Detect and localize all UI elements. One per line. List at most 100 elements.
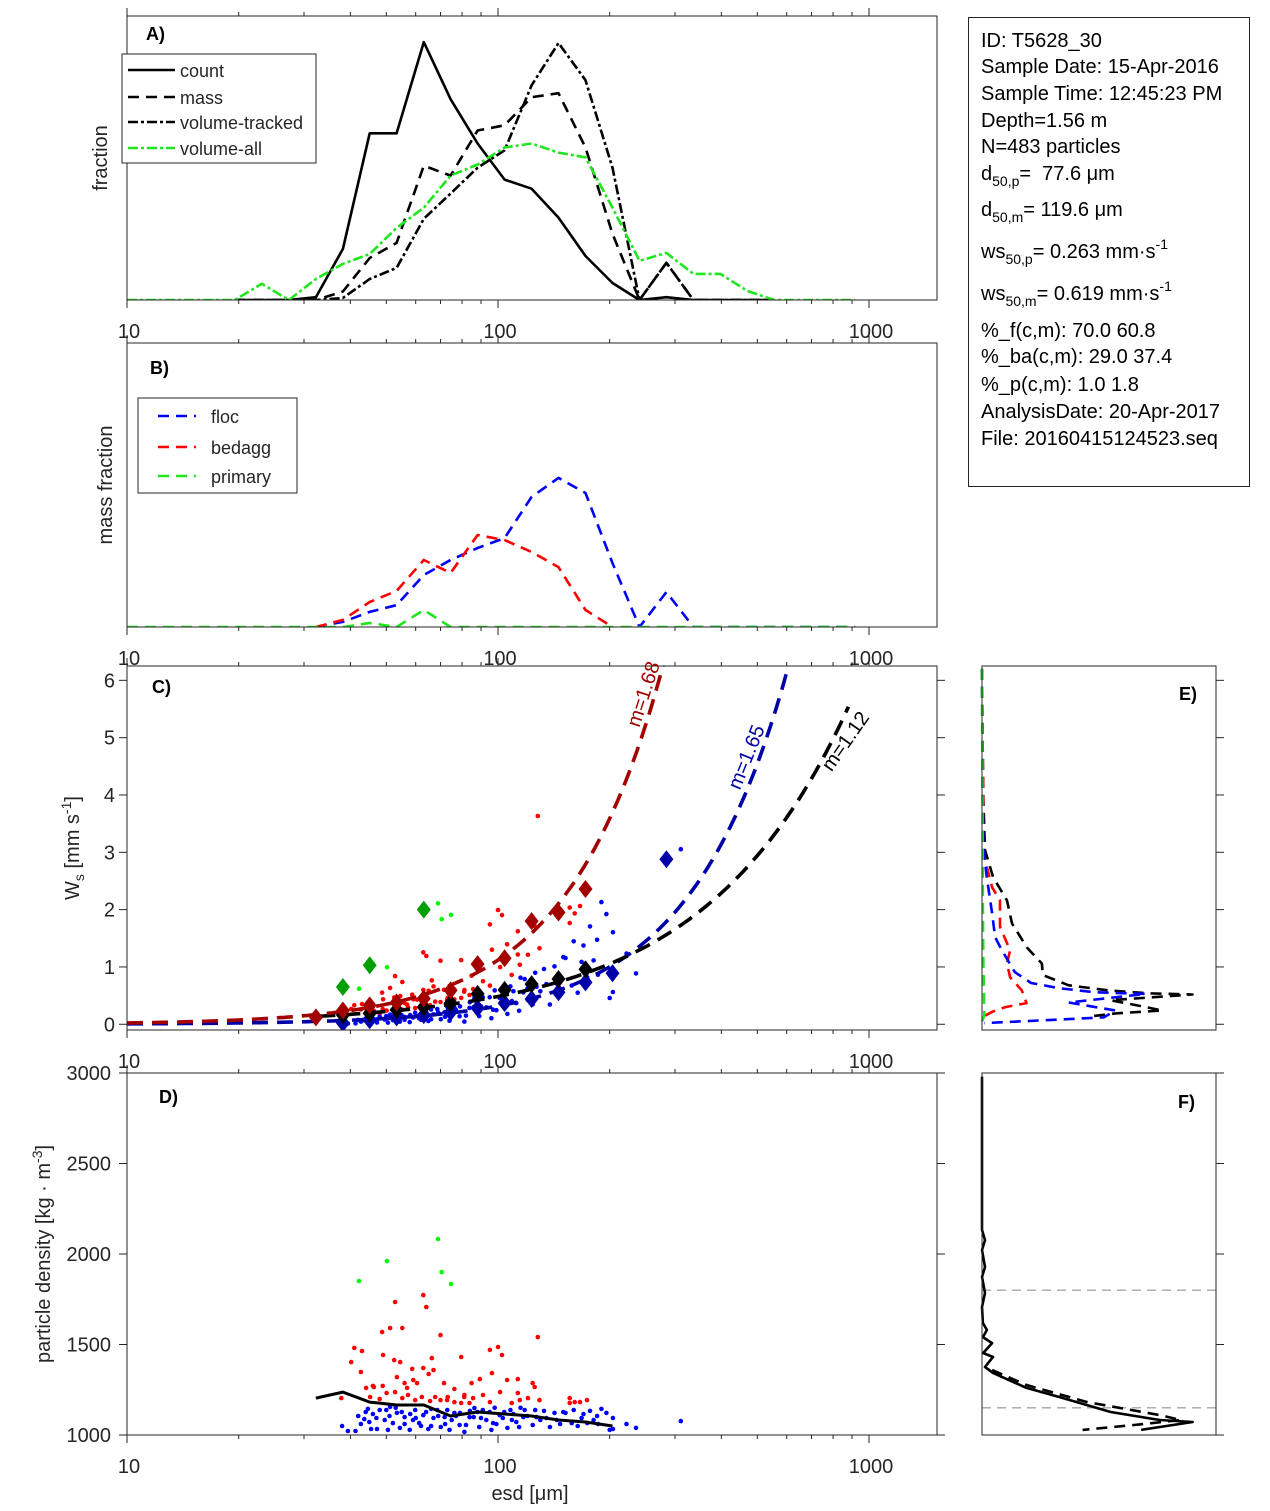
profile-primary-line [980,668,986,1022]
bedagg-particle-point [405,1392,411,1398]
panel-b: 10 100 1000 floc bedagg primary [118,335,938,670]
axes-background [127,1073,937,1435]
bedagg-particle-point [487,1399,493,1405]
y-axis-label-d: particle density [kg · m-3] [29,1145,55,1363]
bedagg-particle-point [452,1386,457,1392]
panel-e [980,665,1224,1031]
floc-particle-point [397,1425,403,1431]
floc-particle-point [581,1411,586,1417]
bedagg-particle-point [431,1367,436,1373]
floc-particle-point [579,1415,584,1421]
legend-floc-label: floc [211,407,239,427]
bedagg-binned-diamond [443,981,458,1000]
bedagg-particle-point [392,973,398,979]
info-line-depth: Depth=1.56 m [981,111,1107,131]
floc-particle-point [492,988,498,993]
y-axis-label-c: Ws [mm s-1] [58,796,87,900]
floc-particle-point [532,1407,538,1413]
bedagg-particle-point [584,1397,590,1403]
bedagg-particle-point [458,995,464,1001]
floc-particle-point [522,1407,527,1413]
bedagg-particle-point [489,947,495,952]
floc-particle-point [399,1409,405,1415]
bedagg-particle-point [480,978,486,984]
bedagg-particle-point [572,1399,577,1405]
y-tick-label: 3000 [67,1063,112,1085]
bedagg-particle-point [394,1374,400,1380]
floc-particle-point [514,1419,519,1425]
floc-particle-point [442,1414,447,1420]
info-subscript: 50,m [992,209,1024,225]
series-floc-line [315,476,856,627]
primary-particle-point [439,916,445,922]
bedagg-particle-point [384,1390,389,1396]
y-tick-label: 1 [104,957,115,979]
y-tick-label: 1500 [67,1335,112,1357]
info-text: Sample Date: 15-Apr-2016 [981,56,1219,78]
x-tick-label: 100 [483,321,516,343]
sample-info-box: ID: T5628_30 Sample Date: 15-Apr-2016 Sa… [968,17,1250,487]
y-axis-label-a: fraction [90,125,112,191]
bedagg-particle-point [367,1394,373,1400]
floc-particle-point [374,1415,379,1421]
info-subscript: 50,p [1005,251,1033,267]
bedagg-particle-point [567,1395,572,1401]
bedagg-particle-point [537,946,542,951]
floc-particle-point [505,1425,510,1431]
floc-particle-point [428,1016,434,1022]
bedagg-particle-point [477,1376,483,1382]
bedagg-particle-point [352,1003,357,1008]
floc-particle-point [385,1020,391,1025]
bedagg-particle-point [445,1394,451,1400]
bedagg-particle-point [577,1399,583,1405]
info-superscript: -1 [1159,278,1172,294]
floc-particle-point [587,924,593,929]
info-text: %_f(c,m): 70.0 60.8 [981,320,1156,342]
bedagg-particle-point [404,1385,410,1391]
plot-area [127,666,851,1030]
floc-particle-point [591,1417,596,1423]
bedagg-particle-point [525,1395,531,1401]
floc-binned-diamond [659,850,674,869]
floc-particle-point [604,1410,609,1416]
panel-label-f: F) [1178,1092,1195,1112]
bedagg-particle-point [535,813,541,819]
axes-background [127,666,937,1030]
panel-c: 10 100 1000 0 1 2 3 4 5 6 [104,658,945,1073]
x-tick-label: 100 [483,1456,516,1478]
bedagg-particle-point [426,1371,431,1377]
floc-binned-diamond [524,990,539,1008]
floc-particle-point [591,958,596,963]
floc-particle-point [508,1407,513,1413]
bedagg-particle-point [392,1299,398,1305]
floc-particle-point [353,1021,358,1026]
all-binned-diamond [497,980,512,999]
floc-particle-point [552,964,557,969]
bedagg-particle-point [409,1366,415,1372]
floc-particle-point [438,1424,444,1430]
floc-particle-point [500,1415,506,1421]
floc-particle-point [412,1407,418,1413]
axes-background [982,1073,1216,1435]
bedagg-binned-diamond [362,996,377,1015]
legend-mass-label: mass [180,88,223,108]
bedagg-particle-point [402,1380,407,1386]
bedagg-particle-point [509,972,514,978]
y-axis-label-d-main: particle density [kg · m [33,1163,55,1363]
panel-d: 10 100 1000 1000 1500 2000 2500 3000 [67,1063,945,1478]
legend-volume-tracked-label: volume-tracked [180,113,303,133]
y-axis-label-c-sup: -1 [58,801,74,814]
x-tick-label: 1000 [849,648,894,670]
bedagg-binned-diamond [416,989,431,1008]
floc-particle-point [358,1421,364,1427]
floc-particle-point [423,1409,429,1415]
plot-area [127,40,856,300]
bedagg-particle-point [497,964,503,970]
floc-particle-point [575,1423,580,1429]
y-tick-label: 2500 [67,1154,112,1176]
info-line-pct-floc: %_f(c,m): 70.0 60.8 [981,321,1156,341]
x-tick-label: 10 [118,1051,140,1073]
floc-binned-diamond [578,973,593,992]
floc-particle-point [547,1424,553,1430]
